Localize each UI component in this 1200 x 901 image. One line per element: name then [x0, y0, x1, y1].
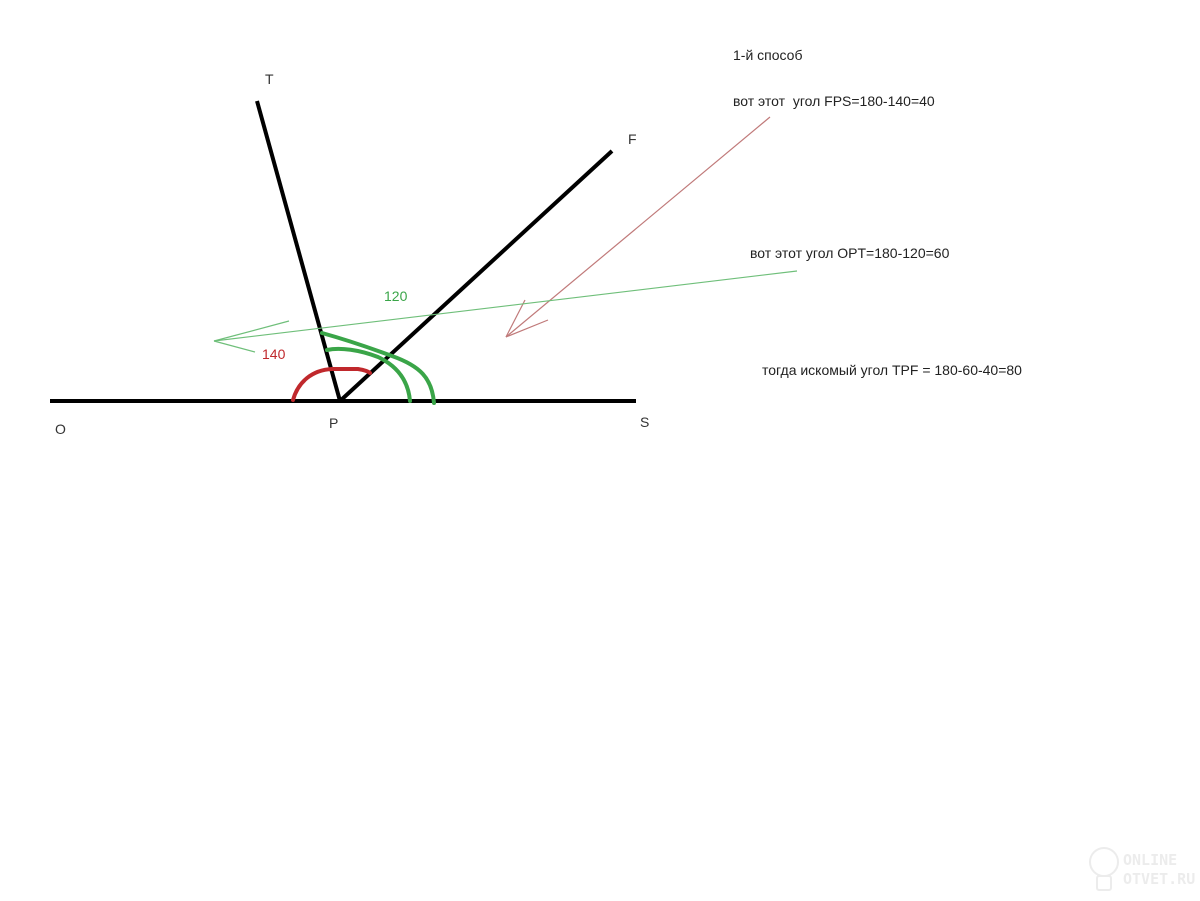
label-p: P [329, 415, 338, 431]
note-tpf: тогда искомый угол TPF = 180-60-40=80 [762, 362, 1022, 378]
label-t: T [265, 71, 274, 87]
green-angle-arc-outer [320, 331, 436, 405]
note-method: 1-й способ [733, 47, 803, 63]
watermark-logo: ONLINE OTVET.RU [1089, 847, 1195, 891]
lightbulb-icon [1089, 847, 1119, 891]
note-fps: вот этот угол FPS=180-140=40 [733, 93, 935, 109]
label-o: O [55, 421, 66, 437]
red-arrow [505, 116, 771, 338]
red-angle-arc [291, 367, 372, 402]
watermark-line2: OTVET.RU [1123, 870, 1195, 888]
ray-pf [338, 149, 614, 403]
green-arrow [213, 270, 798, 353]
label-s: S [640, 414, 649, 430]
green-angle-arc-inner [325, 346, 412, 403]
watermark-line1: ONLINE [1123, 851, 1177, 869]
label-f: F [628, 131, 637, 147]
note-opt: вот этот угол OPT=180-120=60 [750, 245, 950, 261]
angle-120-label: 120 [384, 288, 408, 304]
angle-140-label: 140 [262, 346, 286, 362]
